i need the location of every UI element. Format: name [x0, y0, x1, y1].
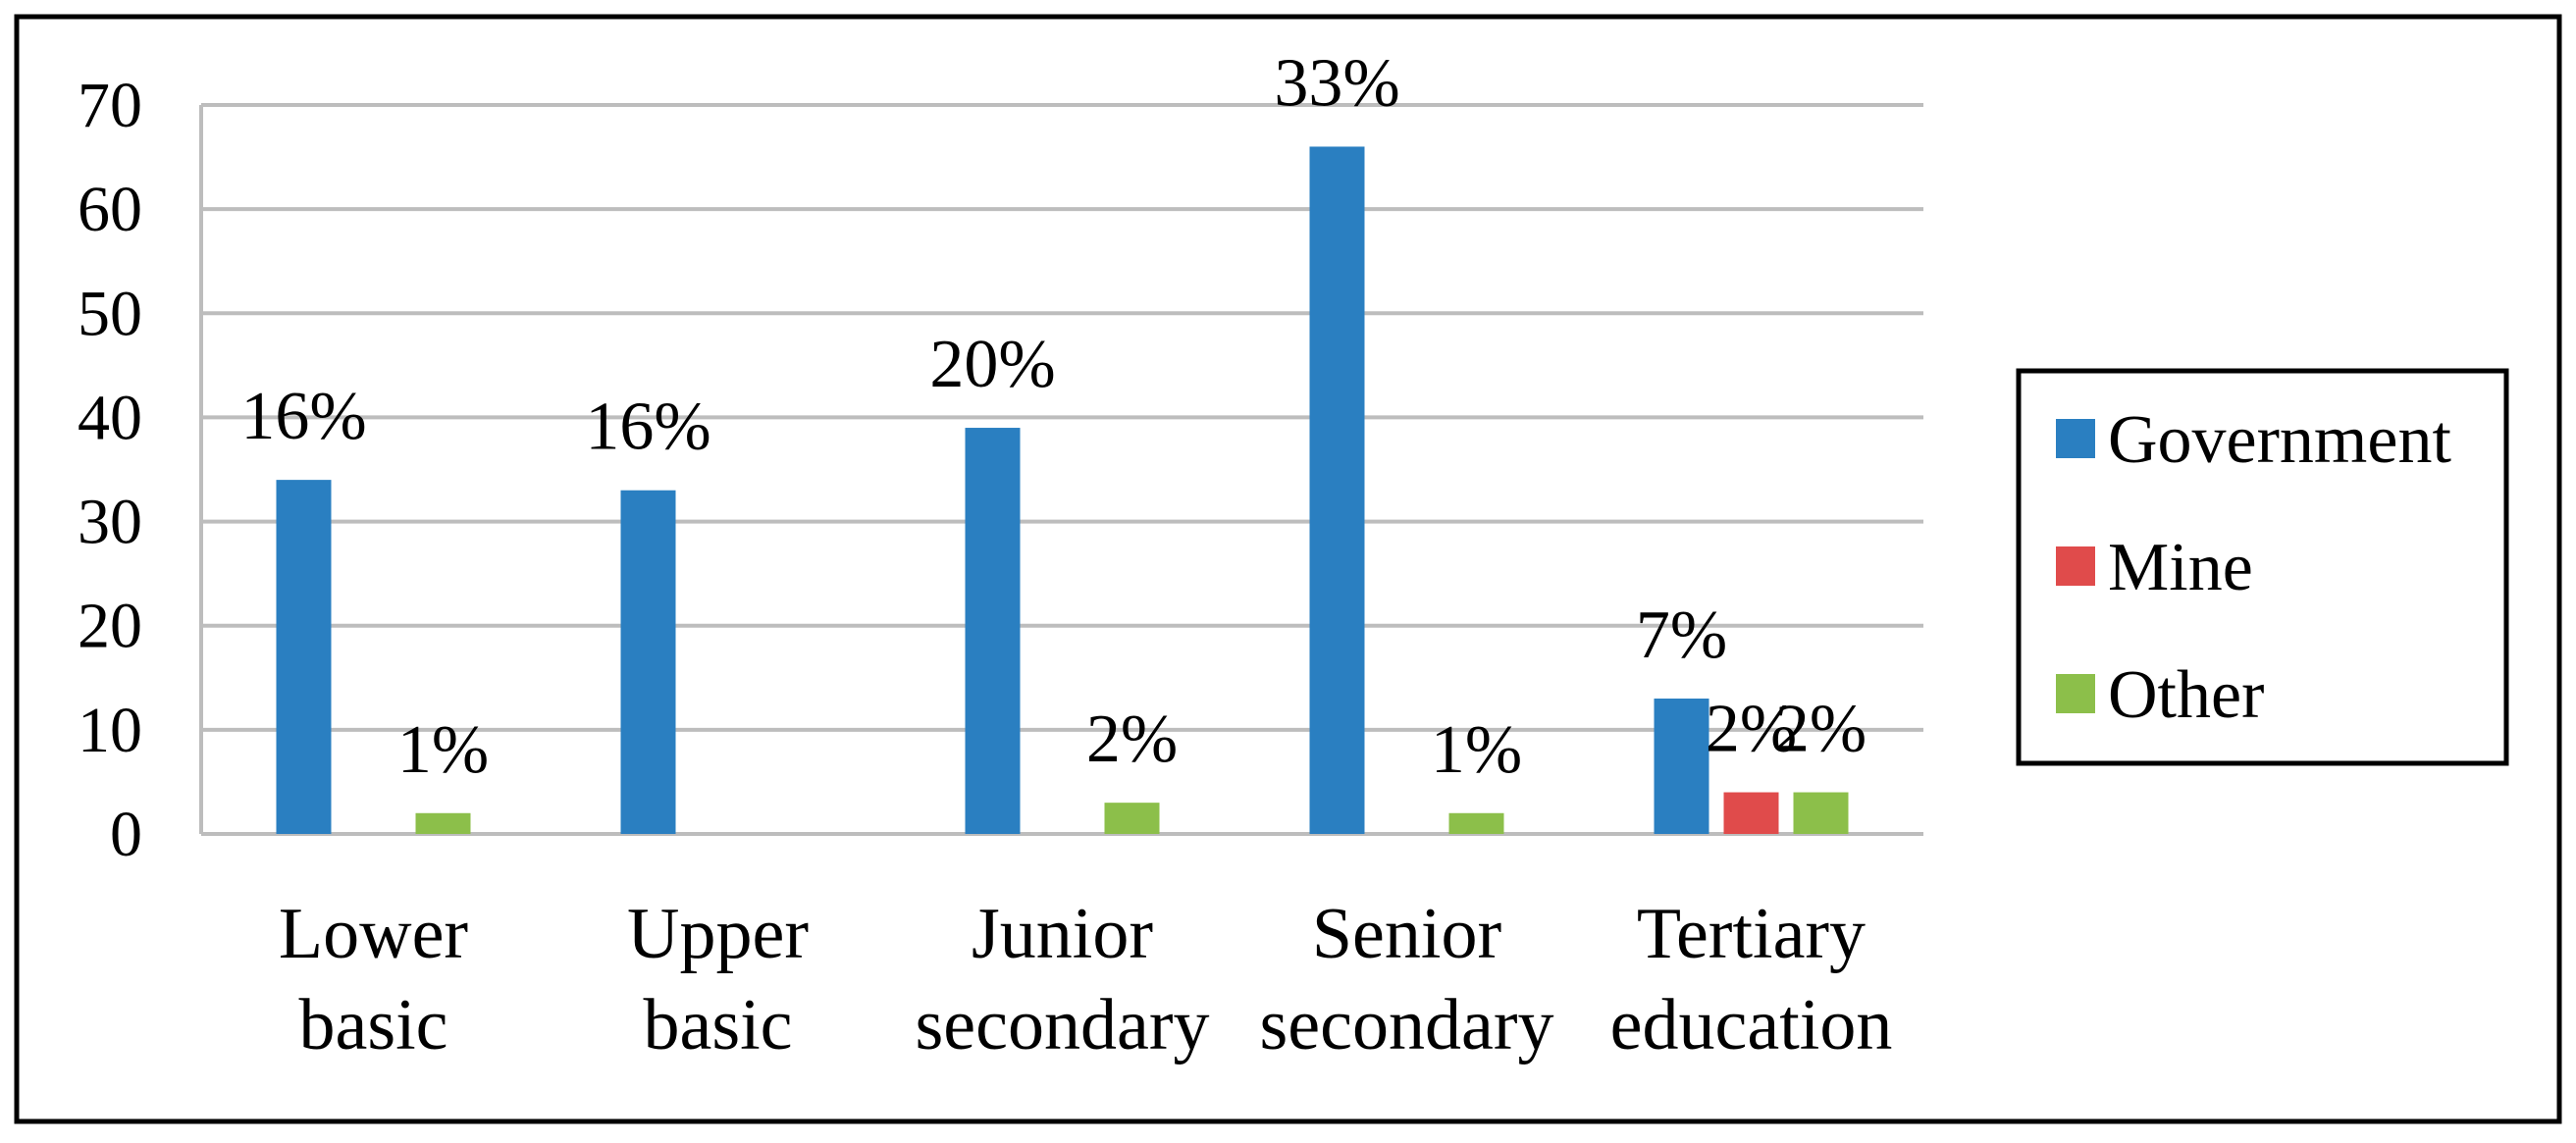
- legend-swatch-government: [2056, 419, 2095, 458]
- legend-swatch-other: [2056, 674, 2095, 713]
- data-label: 16%: [240, 379, 366, 454]
- data-label: 1%: [397, 712, 489, 788]
- bar-other: [415, 812, 471, 834]
- data-label: 2%: [1086, 701, 1178, 777]
- bar-government: [620, 490, 676, 834]
- bar-other: [1448, 812, 1504, 834]
- bar-other: [1793, 792, 1849, 834]
- bar-government: [276, 480, 332, 834]
- bar-mine: [1723, 792, 1779, 834]
- data-label: 33%: [1274, 45, 1399, 121]
- bar-government: [965, 428, 1021, 834]
- y-tick-label: 60: [78, 174, 142, 245]
- bar-government: [1309, 146, 1365, 834]
- legend-swatch-mine: [2056, 546, 2095, 586]
- y-tick-label: 40: [78, 382, 142, 453]
- legend: Government Mine Other: [2016, 368, 2509, 766]
- x-tick-label: basic: [643, 985, 792, 1065]
- data-label: 20%: [929, 327, 1055, 402]
- data-labels: 16%1%16%20%2%33%1%7%2%2%: [240, 45, 1866, 787]
- bars: [276, 146, 1849, 834]
- bar-other: [1104, 803, 1160, 834]
- x-tick-label: Senior: [1312, 894, 1501, 974]
- x-tick-label: education: [1610, 985, 1893, 1065]
- x-tick-label: secondary: [1260, 985, 1554, 1065]
- gridlines: [201, 103, 1923, 732]
- x-tick-label: basic: [298, 985, 447, 1065]
- legend-box: [2016, 368, 2509, 766]
- data-label: 7%: [1636, 597, 1727, 673]
- x-tick-label: secondary: [916, 985, 1210, 1065]
- x-tick-label: Lower: [279, 894, 468, 974]
- y-tick-label: 30: [78, 487, 142, 558]
- y-tick-label: 20: [78, 591, 142, 662]
- data-label: 2%: [1775, 692, 1866, 767]
- axes: 0 10 20 30 40 50 60 70 Lower basic Upper basic Junio…: [78, 70, 1923, 1065]
- data-label: 1%: [1431, 712, 1522, 788]
- y-tick-label: 10: [78, 695, 142, 766]
- y-tick-label: 50: [78, 278, 142, 349]
- x-tick-label: Upper: [627, 894, 809, 974]
- x-tick-label: Junior: [972, 894, 1153, 974]
- y-tick-label: 0: [110, 799, 142, 870]
- data-label: 2%: [1706, 692, 1797, 767]
- legend-label-mine: Mine: [2108, 530, 2253, 605]
- legend-label-other: Other: [2108, 657, 2264, 733]
- bar-government: [1654, 699, 1709, 834]
- legend-label-government: Government: [2108, 402, 2451, 478]
- y-tick-label: 70: [78, 70, 142, 141]
- x-tick-label: Tertiary: [1637, 894, 1866, 974]
- data-label: 16%: [585, 390, 710, 465]
